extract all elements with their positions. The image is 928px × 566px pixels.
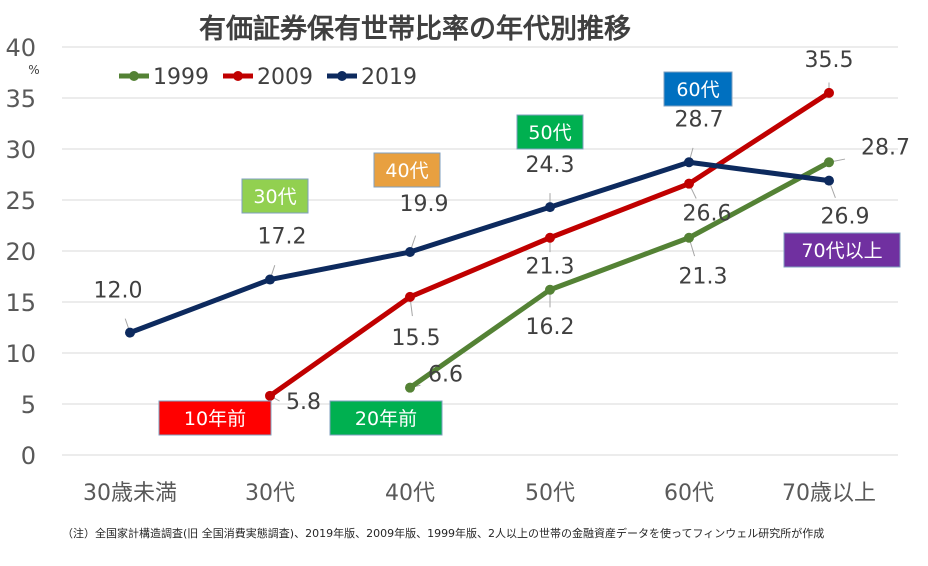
series-2019-point [405,247,415,258]
y-axis-ticks: 0 5 10 15 20 25 30 35 40 [5,34,36,470]
data-label: 26.9 [821,205,870,230]
x-tick-label: 50代 [525,481,575,506]
annotation-box [516,114,584,150]
y-tick-label: 35 [5,85,36,113]
data-label: 17.2 [258,225,307,250]
annotation-boxes: 30代 40代 50代 60代 70代以上 10年前 20年前 [158,71,901,436]
annotation-label: 10年前 [184,408,246,430]
data-label: 19.9 [400,192,449,217]
x-tick-label: 70歳以上 [782,481,876,506]
x-tick-label: 40代 [385,481,435,506]
data-label: 24.3 [526,153,575,178]
data-label: 26.6 [683,202,732,227]
data-label: 15.5 [392,326,441,351]
series-2009-point [824,87,834,98]
annotation-box [373,152,441,188]
y-tick-label: 20 [5,238,36,266]
annotation-box [241,178,309,214]
data-label: 12.0 [94,279,143,304]
series-2019-point [824,175,834,186]
legend-marker [129,71,139,81]
annotation-label: 70代以上 [801,240,882,262]
source-note: （注）全国家計構造調査(旧 全国消費実態調査)、2019年版、2009年版、19… [62,526,824,540]
gridlines [62,46,898,456]
series-2019-line [129,159,830,335]
series-2009-point [405,291,415,302]
data-labels: 6.6 16.2 21.3 28.7 5.8 15.5 21.3 26.6 35.5 12.0 17… [94,48,910,415]
annotation-label: 40代 [385,160,428,182]
legend-label: 1999 [153,65,209,90]
y-tick-label: 5 [21,391,36,419]
chart-title: 有価証券保有世帯比率の年代別推移 [199,13,631,45]
data-label: 5.8 [286,390,321,415]
data-label: 21.3 [679,265,728,290]
series-2009-point [545,232,555,243]
data-label: 16.2 [526,315,575,340]
data-label: 35.5 [805,48,854,73]
legend-marker [233,71,243,81]
y-tick-label: 15 [5,289,36,317]
data-label: 28.7 [675,107,724,132]
series-2019-point [684,157,694,168]
legend-label: 2019 [361,65,417,90]
x-axis-ticks: 30歳未満 30代 40代 50代 60代 70歳以上 [83,481,876,506]
annotation-box [663,71,733,107]
x-tick-label: 60代 [664,481,714,506]
series-1999-line [408,160,831,390]
data-label: 28.7 [861,135,910,160]
series-group [125,87,834,401]
annotation-label: 30代 [253,186,296,208]
data-label: 6.6 [428,363,463,388]
annotation-label: 20年前 [355,408,417,430]
series-2019-point [545,202,555,213]
series-1999-point [684,232,694,243]
x-tick-label: 30歳未満 [83,481,177,506]
legend: 1999 2009 2019 [119,65,417,90]
y-axis-unit: % [28,63,39,77]
y-tick-label: 25 [5,187,36,215]
x-tick-label: 30代 [245,481,295,506]
legend-marker [337,71,347,81]
annotation-label: 50代 [528,122,571,144]
series-2019-point [125,327,135,338]
series-2009-point [265,390,275,401]
series-1999-point [405,382,415,393]
annotation-label: 60代 [676,79,719,101]
legend-label: 2009 [257,65,313,90]
series-1999-point [824,157,834,168]
annotation-box [783,232,901,268]
y-tick-label: 30 [5,136,36,164]
y-tick-label: 40 [5,34,36,62]
data-label: 21.3 [526,255,575,280]
y-tick-label: 0 [21,442,36,470]
annotation-box [329,400,443,436]
y-tick-label: 10 [5,340,36,368]
series-1999-point [545,284,555,295]
annotation-box [158,400,272,436]
series-2019-point [265,274,275,285]
series-2009-point [684,178,694,189]
